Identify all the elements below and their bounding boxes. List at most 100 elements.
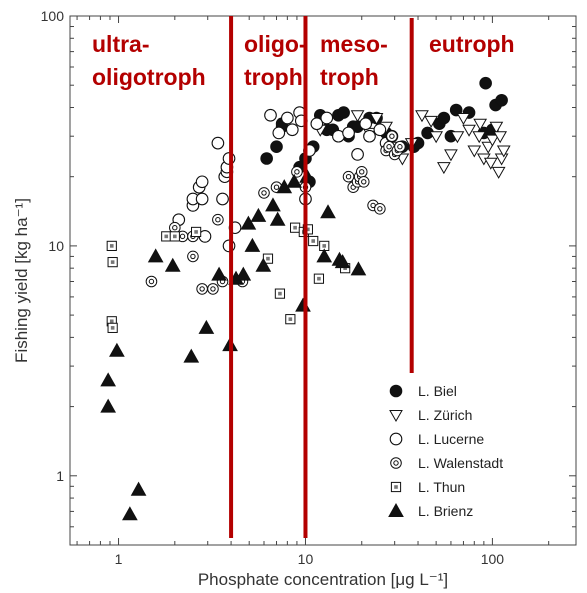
data-point-dot <box>311 239 316 243</box>
data-point <box>494 153 509 166</box>
legend-marker-inner <box>393 460 399 466</box>
data-point <box>310 117 324 131</box>
data-point <box>264 108 277 122</box>
data-point <box>270 140 283 154</box>
series-l-walenstadt <box>145 130 406 295</box>
legend-marker <box>390 457 402 469</box>
data-point <box>196 283 208 295</box>
zone-label: troph <box>244 64 303 90</box>
data-point <box>449 103 463 117</box>
data-point <box>109 342 125 357</box>
data-point <box>106 240 117 251</box>
data-point-dot <box>110 326 115 330</box>
data-point <box>369 113 384 126</box>
data-point <box>493 131 508 144</box>
data-point <box>485 134 500 147</box>
data-point-inner <box>294 169 300 175</box>
data-point <box>164 257 181 272</box>
data-point <box>444 149 458 162</box>
data-point <box>289 222 301 233</box>
data-point-outer <box>374 202 386 215</box>
data-point <box>479 76 492 90</box>
data-point-inner <box>386 144 392 150</box>
data-point <box>373 123 387 137</box>
data-point <box>187 250 199 263</box>
data-point <box>107 257 118 268</box>
data-point <box>222 239 236 253</box>
data-point-dot <box>194 230 198 234</box>
data-point-inner <box>210 286 216 292</box>
data-point <box>342 170 355 183</box>
data-point <box>350 261 367 276</box>
data-point <box>342 126 355 140</box>
data-point-inner <box>179 233 186 240</box>
data-point-dot <box>110 260 115 264</box>
data-point <box>216 192 229 206</box>
data-point <box>100 372 117 387</box>
data-point <box>472 131 487 144</box>
data-point <box>456 113 471 126</box>
data-point <box>258 187 270 199</box>
data-point-dot <box>164 234 169 239</box>
legend: L. Biel L. Zürich L. Lucerne L. Walenstadt L… <box>388 383 503 519</box>
data-point-inner <box>215 217 221 223</box>
y-tick-label: 100 <box>41 8 65 24</box>
data-point <box>285 314 296 325</box>
data-point <box>394 140 406 153</box>
data-point <box>235 266 252 281</box>
data-point <box>483 157 498 170</box>
legend-label: L. Thun <box>418 479 465 495</box>
data-point <box>222 152 236 165</box>
data-point <box>285 123 299 137</box>
data-point-dot <box>288 317 293 321</box>
data-point <box>211 136 225 150</box>
data-point <box>351 148 364 161</box>
data-point <box>240 215 257 230</box>
data-point-dot <box>317 276 321 281</box>
data-point <box>320 204 336 219</box>
zone-label: eutroph <box>429 31 515 57</box>
legend-label: L. Lucerne <box>418 431 484 447</box>
legend-marker <box>390 481 402 493</box>
legend-marker-dot <box>394 485 398 489</box>
data-point <box>107 322 118 333</box>
zone-label: meso- <box>320 31 388 57</box>
data-point-dot <box>266 256 270 261</box>
data-point <box>320 111 334 125</box>
data-point <box>286 173 303 188</box>
y-tick-label: 1 <box>56 468 64 484</box>
data-point-dot <box>306 227 310 232</box>
data-point-dot <box>322 244 327 248</box>
y-tick-label: 10 <box>48 238 64 254</box>
data-point <box>244 237 261 252</box>
data-point <box>195 192 209 206</box>
data-point-outer <box>187 250 199 263</box>
data-point-inner <box>345 173 352 180</box>
data-point <box>302 224 313 235</box>
data-point-outer <box>212 213 224 226</box>
data-point <box>122 506 138 521</box>
data-point-dot <box>109 319 114 324</box>
legend-label: L. Brienz <box>418 503 473 519</box>
data-point <box>316 248 333 263</box>
data-point-outer <box>357 176 370 188</box>
data-point-inner <box>261 190 267 196</box>
data-point <box>357 176 370 188</box>
plot-frame <box>69 15 577 546</box>
series-l-brienz <box>100 168 367 521</box>
legend-marker <box>389 384 403 398</box>
data-point <box>337 106 350 119</box>
data-point-inner <box>172 224 178 231</box>
data-point <box>437 111 451 125</box>
data-point-inner <box>389 133 395 139</box>
data-point <box>130 481 147 496</box>
data-point <box>269 211 286 226</box>
data-point <box>308 235 319 247</box>
data-point-dot <box>343 266 347 270</box>
data-point <box>355 166 368 178</box>
data-point-outer <box>207 283 219 295</box>
x-axis-title: Phosphate concentration [μg L⁻¹] <box>198 570 448 589</box>
data-point <box>191 226 202 238</box>
data-point-outer <box>196 283 208 295</box>
